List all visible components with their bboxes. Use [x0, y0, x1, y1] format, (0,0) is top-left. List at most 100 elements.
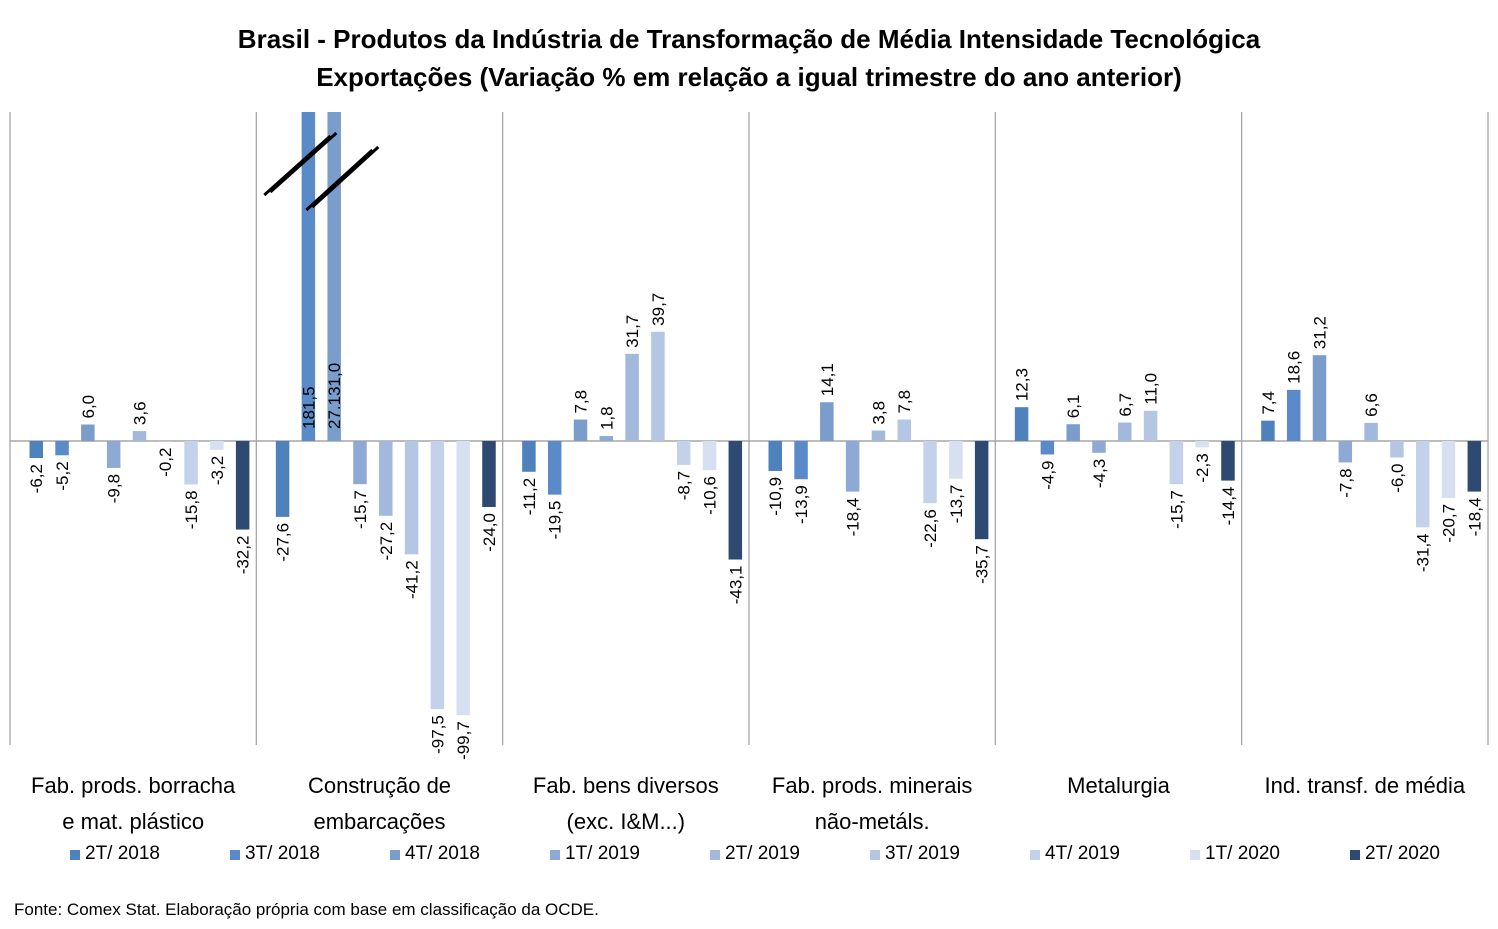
data-label: -8,7	[675, 471, 694, 500]
bar-7-cat-3	[676, 441, 691, 465]
bar-2-cat-5	[1040, 441, 1055, 455]
legend-label: 2T/ 2020	[1365, 843, 1440, 864]
bar-1-cat-4	[768, 441, 782, 471]
data-label: -20,7	[1440, 504, 1459, 543]
bar-3-cat-6	[1312, 355, 1327, 441]
bar-6-cat-2	[404, 441, 419, 555]
bar-6-cat-6	[1390, 441, 1404, 458]
bar-7-cat-4	[923, 441, 937, 504]
axis-break-mark	[263, 134, 332, 197]
data-label: -24,0	[480, 513, 499, 552]
bar-3-cat-2	[327, 112, 341, 441]
bar-3-cat-1	[81, 424, 95, 441]
data-label: 14,1	[818, 363, 837, 396]
data-label: -15,7	[351, 490, 370, 529]
bar-5-cat-5	[1118, 422, 1132, 441]
legend-swatch	[870, 850, 880, 860]
data-label: 7,4	[1259, 391, 1278, 415]
legend-label: 2T/ 2019	[725, 843, 800, 864]
bar-9-cat-1	[235, 441, 250, 530]
data-label: -7,8	[1336, 468, 1355, 497]
data-label: -27,2	[377, 522, 396, 561]
data-label: -0,2	[156, 448, 175, 477]
bar-5-cat-3	[625, 353, 639, 441]
legend-swatch	[550, 850, 560, 860]
data-label: 27.131,0	[325, 363, 344, 429]
data-label: -5,2	[53, 461, 72, 490]
data-label: 3,6	[130, 401, 149, 425]
bar-4-cat-4	[845, 441, 860, 492]
data-label: 31,2	[1311, 316, 1330, 349]
bar-4-cat-2	[353, 441, 367, 485]
data-label: -13,9	[792, 485, 811, 524]
bar-9-cat-4	[974, 441, 989, 540]
bar-2-cat-2	[301, 112, 316, 441]
bar-2-cat-6	[1286, 389, 1301, 441]
data-label: -27,6	[274, 523, 293, 562]
data-label: -9,8	[105, 474, 124, 503]
bar-9-cat-6	[1467, 441, 1482, 492]
bar-6-cat-5	[1143, 410, 1158, 441]
category-label: Ind. transf. de média	[1265, 773, 1466, 798]
bar-4-cat-5	[1092, 441, 1106, 453]
bar-7-cat-2	[430, 441, 445, 710]
bar-2-cat-4	[794, 441, 808, 480]
data-label: -6,2	[27, 464, 46, 493]
data-label: -4,9	[1038, 460, 1057, 489]
bar-6-cat-4	[897, 419, 911, 441]
data-label: -4,3	[1090, 459, 1109, 488]
data-label: -41,2	[403, 560, 422, 599]
category-label: Fab. prods. minerais	[772, 773, 973, 798]
plot-area: -6,2 -27,6 -11,2 -10,9 12,3 7,4 -5,2 181,5 -19,5…	[9, 112, 1489, 834]
bar-4-cat-6	[1338, 441, 1353, 463]
bar-9-cat-2	[482, 441, 496, 507]
legend-swatch	[70, 850, 80, 860]
data-label: -32,2	[234, 536, 253, 575]
legend-label: 3T/ 2019	[885, 843, 960, 864]
bar-6-cat-1	[158, 441, 172, 442]
data-label: -10,6	[701, 476, 720, 515]
data-label: 39,7	[649, 293, 668, 326]
data-label: -35,7	[973, 545, 992, 584]
legend: 2T/ 2018 3T/ 2018 4T/ 2018 1T/ 2019 2T/ 2019…	[70, 843, 1440, 864]
data-label: -13,7	[947, 485, 966, 524]
bar-9-cat-5	[1221, 441, 1235, 481]
data-label: -18,4	[1465, 498, 1484, 537]
data-label: -15,8	[182, 490, 201, 529]
data-label: -14,4	[1219, 487, 1238, 526]
bar-1-cat-3	[522, 441, 536, 472]
data-label: 7,8	[572, 390, 591, 414]
bar-1-cat-1	[29, 441, 43, 459]
axis-break-mark	[269, 131, 338, 194]
axis-break-mark	[305, 148, 374, 212]
data-label: 6,0	[79, 395, 98, 419]
data-label: 6,6	[1362, 393, 1381, 417]
legend-label: 1T/ 2019	[565, 843, 640, 864]
bar-8-cat-1	[210, 441, 224, 450]
data-label: 18,6	[1285, 351, 1304, 384]
legend-swatch	[1030, 850, 1040, 860]
category-label: Fab. prods. borracha	[31, 773, 236, 798]
bar-2-cat-1	[55, 441, 69, 456]
data-label: -99,7	[454, 721, 473, 760]
chart-subtitle: Exportações (Variação % em relação a igu…	[316, 62, 1182, 92]
legend-label: 3T/ 2018	[245, 843, 320, 864]
chart-title: Brasil - Produtos da Indústria de Transf…	[238, 24, 1261, 54]
data-label: 3,8	[869, 401, 888, 425]
data-label: -15,7	[1167, 490, 1186, 529]
bar-9-cat-3	[728, 441, 743, 560]
bar-8-cat-2	[456, 441, 470, 716]
legend-label: 4T/ 2018	[405, 843, 480, 864]
bar-7-cat-6	[1415, 441, 1430, 528]
bar-5-cat-4	[871, 430, 886, 441]
category-label: (exc. I&M...)	[567, 809, 686, 834]
data-label: -6,0	[1388, 464, 1407, 493]
category-label: Construção de	[308, 773, 451, 798]
data-label: -3,2	[208, 456, 227, 485]
bar-3-cat-3	[573, 419, 588, 441]
category-label: Fab. bens diversos	[533, 773, 719, 798]
category-label: embarcações	[313, 809, 445, 834]
data-label: -22,6	[921, 509, 940, 548]
legend-swatch	[1190, 850, 1200, 860]
